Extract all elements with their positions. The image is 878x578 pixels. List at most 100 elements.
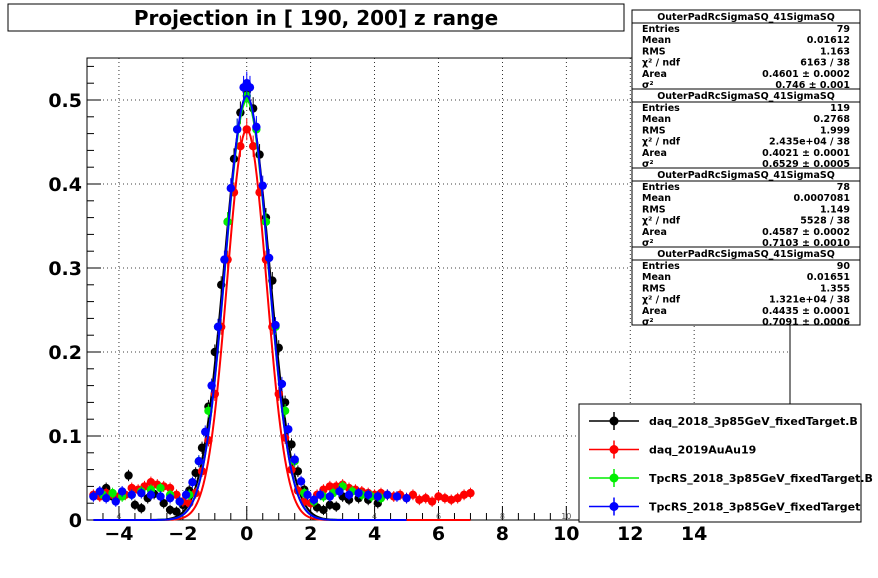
data-point (146, 490, 156, 499)
data-point (466, 488, 475, 498)
legend-entry-3: TpcRS_2018_3p85GeV_fixedTarget.B (589, 469, 873, 487)
stat-label: Area (642, 227, 667, 238)
stat-label: σ² (642, 238, 654, 249)
y-tick-label: 0.1 (48, 426, 82, 448)
data-point (415, 495, 424, 505)
data-point (108, 488, 117, 498)
data-series (89, 71, 475, 521)
data-point (159, 499, 168, 508)
data-point (383, 490, 392, 499)
data-point (191, 468, 200, 478)
legend-label: daq_2018_3p85GeV_fixedTarget.B (649, 415, 858, 428)
data-point (172, 507, 181, 516)
axes: −4−202468101214468101214400.10.20.30.40.… (48, 65, 775, 545)
x-tick-label: 0 (240, 523, 253, 545)
stat-label: Entries (642, 24, 680, 35)
stat-box-title: OuterPadRcSigmaSQ_41SigmaSQ (657, 12, 835, 23)
stat-value: 0.4021 ± 0.0001 (762, 148, 850, 159)
data-point (89, 492, 98, 501)
stat-value: 0.2768 (813, 114, 850, 125)
x-tick-label: 8 (496, 523, 509, 545)
legend: daq_2018_3p85GeV_fixedTarget.B daq_2019Au… (578, 403, 873, 523)
stat-label: χ² / ndf (642, 295, 681, 306)
stat-value: 0.4435 ± 0.0001 (762, 306, 850, 317)
stat-value: 1.163 (820, 46, 850, 57)
data-point (325, 492, 335, 501)
data-point (408, 490, 418, 499)
data-point (309, 495, 319, 505)
data-point (325, 482, 335, 491)
data-point (447, 495, 456, 505)
data-point (427, 497, 437, 506)
stat-label: Mean (642, 193, 671, 204)
data-point (392, 492, 402, 501)
data-point (364, 490, 373, 499)
stat-value: 79 (837, 24, 850, 35)
data-point (165, 483, 175, 493)
data-point (293, 467, 303, 476)
fit-curve (93, 94, 407, 521)
data-point (296, 477, 306, 486)
data-point (124, 471, 133, 480)
stat-value: 5528 / 38 (800, 216, 850, 227)
legend-frame (578, 403, 862, 523)
stat-value: 90 (837, 261, 851, 272)
data-point (172, 490, 181, 499)
stat-value: 119 (830, 103, 850, 114)
legend-marker (609, 445, 619, 454)
stat-value: 1.321e+04 / 38 (769, 295, 850, 306)
data-point (127, 483, 136, 493)
stat-value: 0.01651 (807, 272, 850, 283)
data-point (181, 490, 191, 499)
legend-label: TpcRS_2018_3p85GeV_fixedTarget.B (649, 472, 873, 485)
stat-label: Area (642, 306, 667, 317)
legend-marker (609, 416, 619, 426)
stat-value: 1.149 (820, 204, 850, 215)
y-tick-label: 0.2 (48, 342, 82, 364)
data-point (459, 490, 469, 499)
data-point (111, 497, 120, 506)
stat-label: Entries (642, 103, 680, 114)
x-tick-label: 12 (617, 523, 643, 545)
stat-label: Mean (642, 272, 671, 283)
x-tick-label: 10 (553, 523, 579, 545)
data-point (194, 457, 204, 466)
data-point (165, 493, 175, 503)
data-point (127, 490, 136, 499)
stat-value: 6163 / 38 (800, 58, 850, 69)
data-point (146, 478, 156, 487)
legend-entry-4: TpcRS_2018_3p85GeV_fixedTarget (589, 497, 860, 516)
chart-title-box: Projection in [ 190, 200] z range (7, 3, 625, 32)
stat-label: χ² / ndf (642, 137, 681, 148)
data-point (95, 487, 104, 496)
stat-label: χ² / ndf (642, 216, 681, 227)
x-tick-label: −2 (168, 523, 197, 545)
data-point (440, 493, 450, 503)
stat-value: 0.7091 ± 0.0006 (762, 317, 850, 328)
data-point (137, 504, 146, 513)
x-tick-label: −4 (104, 523, 133, 545)
stat-label: χ² / ndf (642, 58, 681, 69)
data-point (188, 478, 197, 487)
stat-value: 0.6529 ± 0.0005 (762, 159, 850, 170)
stat-label: RMS (642, 204, 666, 215)
data-point (344, 490, 354, 499)
data-point (175, 497, 184, 506)
data-point (332, 502, 341, 511)
y-tick-label: 0.3 (48, 258, 82, 280)
data-point (325, 500, 335, 510)
x-minor-label: 4 (116, 512, 121, 521)
data-point (453, 493, 462, 503)
data-point (402, 493, 411, 503)
stat-label: Area (642, 148, 667, 159)
data-point (335, 487, 344, 496)
stat-value: 78 (837, 182, 851, 193)
data-point (137, 488, 146, 498)
stat-value: 1.355 (820, 283, 850, 294)
stat-label: Entries (642, 261, 680, 272)
data-point (245, 83, 255, 92)
data-point (101, 493, 111, 503)
stat-value: 0.746 ± 0.001 (775, 80, 850, 91)
